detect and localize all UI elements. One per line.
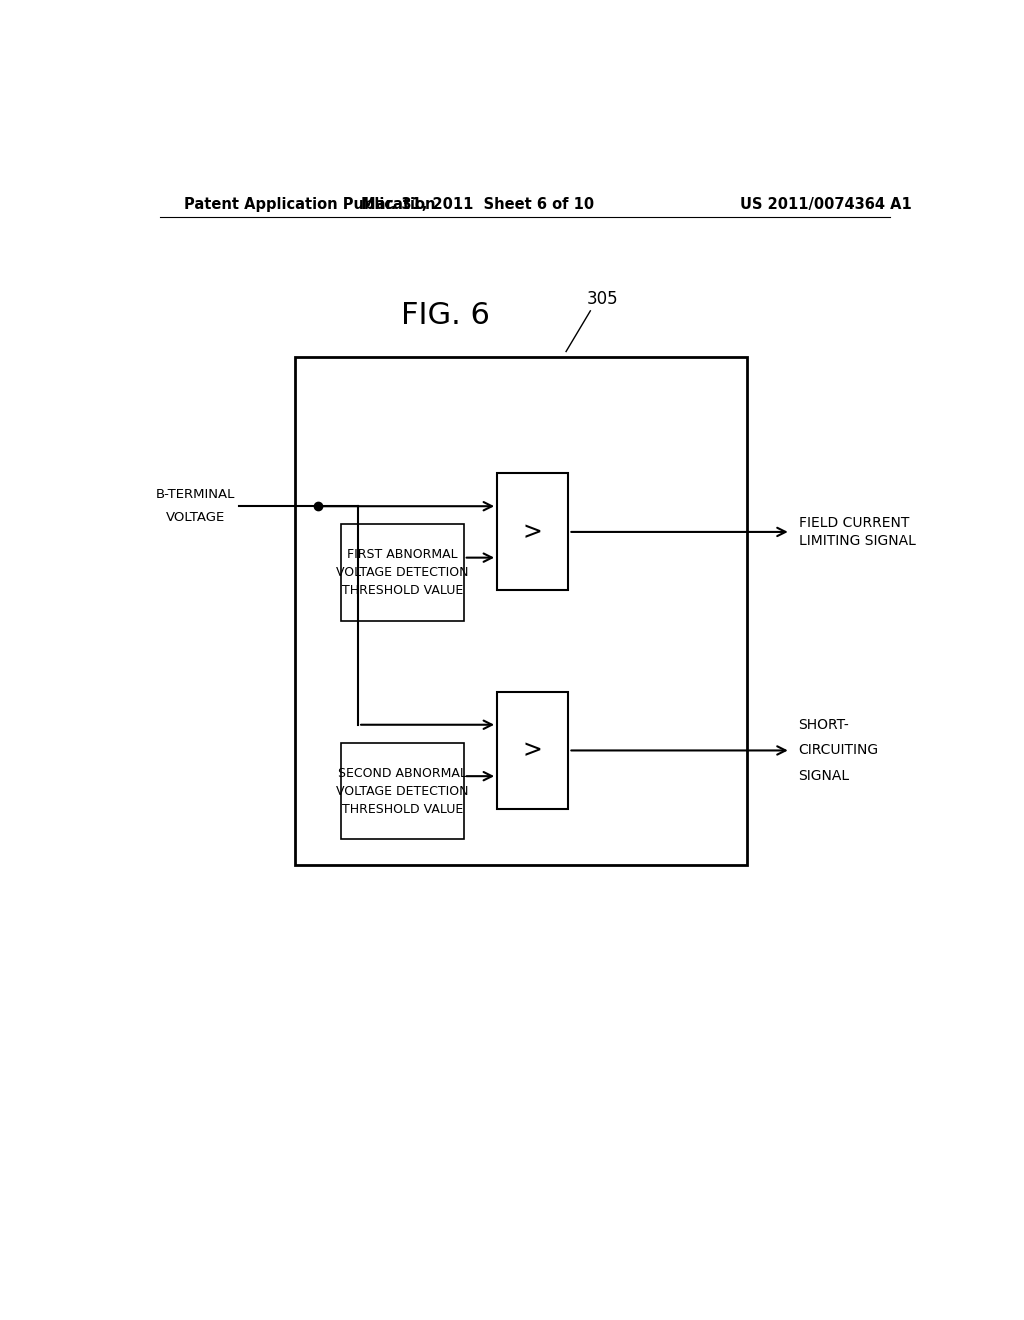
Text: Patent Application Publication: Patent Application Publication <box>183 197 435 211</box>
Text: FIELD CURRENT
LIMITING SIGNAL: FIELD CURRENT LIMITING SIGNAL <box>799 516 915 548</box>
Text: >: > <box>523 738 543 763</box>
Text: FIRST ABNORMAL
VOLTAGE DETECTION
THRESHOLD VALUE: FIRST ABNORMAL VOLTAGE DETECTION THRESHO… <box>336 548 468 597</box>
Text: SIGNAL: SIGNAL <box>799 768 850 783</box>
Text: Mar. 31, 2011  Sheet 6 of 10: Mar. 31, 2011 Sheet 6 of 10 <box>360 197 594 211</box>
FancyBboxPatch shape <box>341 743 464 840</box>
Text: >: > <box>523 520 543 544</box>
Text: CIRCUITING: CIRCUITING <box>799 743 879 758</box>
FancyBboxPatch shape <box>341 524 464 620</box>
FancyBboxPatch shape <box>497 474 568 590</box>
Text: FIG. 6: FIG. 6 <box>401 301 489 330</box>
Text: SHORT-: SHORT- <box>799 718 849 733</box>
FancyBboxPatch shape <box>497 692 568 809</box>
FancyBboxPatch shape <box>295 356 746 865</box>
Text: B-TERMINAL: B-TERMINAL <box>156 488 236 502</box>
Text: US 2011/0074364 A1: US 2011/0074364 A1 <box>740 197 912 211</box>
Text: 305: 305 <box>587 290 618 308</box>
Text: VOLTAGE: VOLTAGE <box>166 511 225 524</box>
Text: SECOND ABNORMAL
VOLTAGE DETECTION
THRESHOLD VALUE: SECOND ABNORMAL VOLTAGE DETECTION THRESH… <box>336 767 468 816</box>
